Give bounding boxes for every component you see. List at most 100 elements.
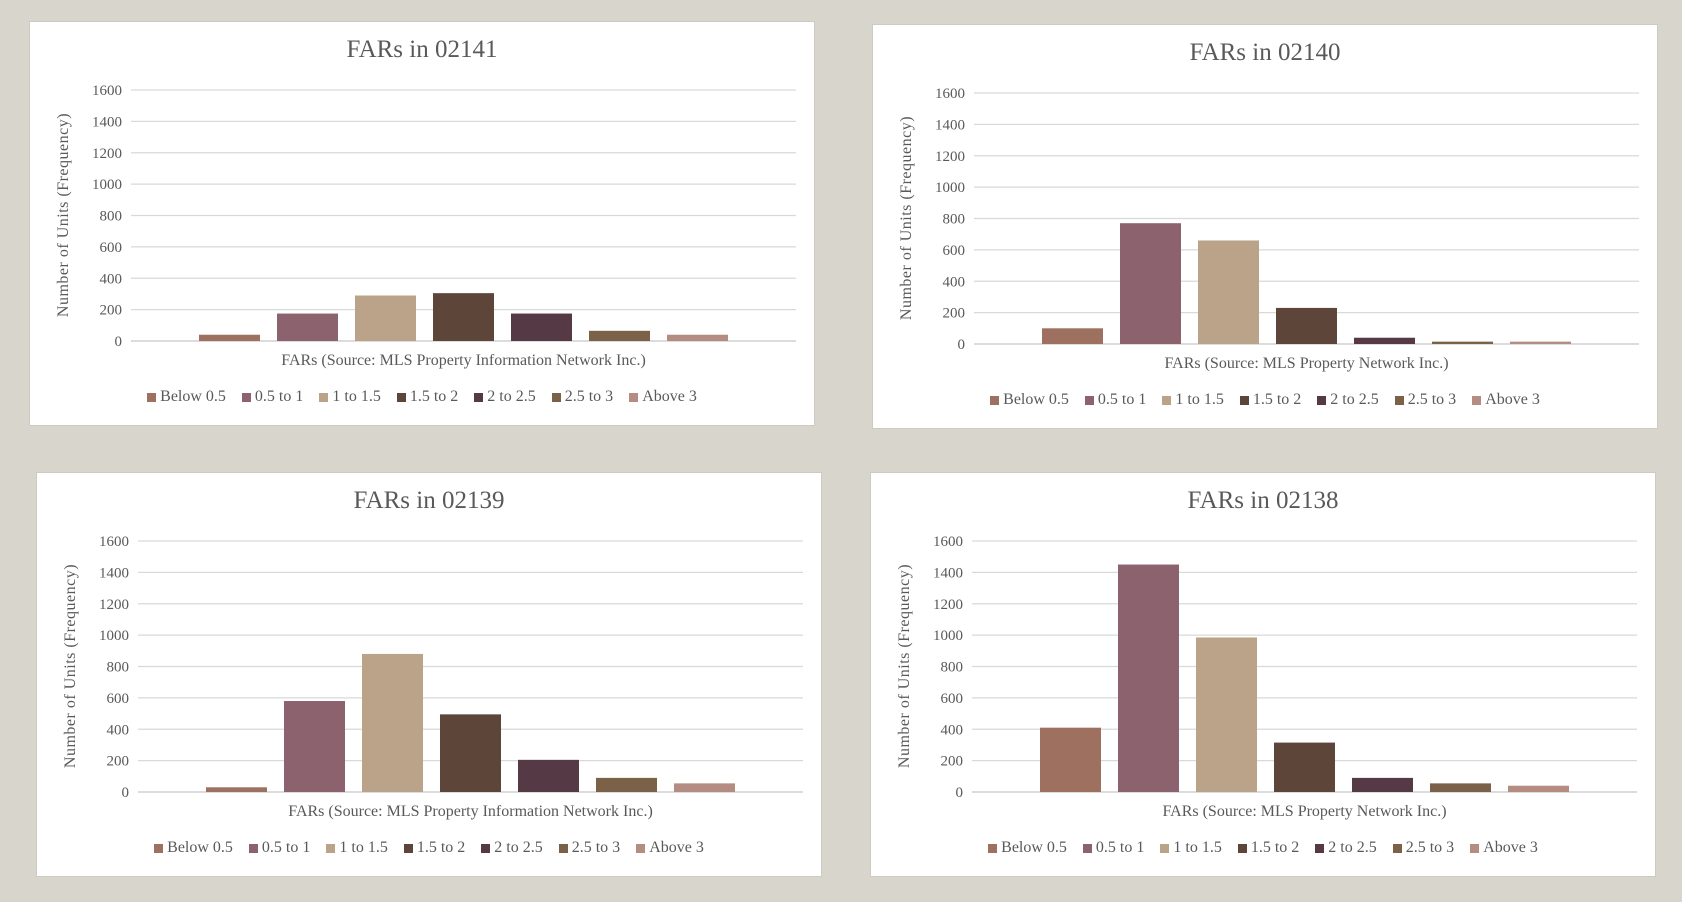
legend-item: 1 to 1.5 (319, 388, 381, 406)
legend-swatch (326, 843, 336, 853)
y-tick-label: 1200 (99, 597, 129, 613)
legend-swatch (551, 392, 561, 402)
y-tick-label: 1200 (933, 597, 963, 613)
bar-chart: 0 200 400 600 800 1000 1200 1400 1600 (935, 86, 1639, 353)
y-tick-label: 1600 (935, 86, 965, 102)
bar-below-0-5 (199, 334, 260, 341)
y-tick-label: 1000 (92, 177, 122, 193)
legend-swatch (1237, 843, 1247, 853)
legend-swatch (319, 392, 329, 402)
bar-2-5-to-3 (1432, 341, 1493, 344)
legend-swatch (1470, 843, 1480, 853)
legend-item: 0.5 to 1 (1082, 839, 1144, 857)
y-tick-label: 1400 (99, 565, 129, 581)
bar-below-0-5 (206, 787, 267, 792)
chart-title: FARs in 02138 (1187, 487, 1339, 514)
legend-label: 0.5 to 1 (261, 839, 311, 856)
legend-label: Below 0.5 (167, 839, 233, 856)
legend-swatch (154, 843, 164, 853)
legend-swatch (1082, 843, 1092, 853)
legend-label: 1.5 to 2 (1250, 839, 1300, 856)
y-tick-label: 600 (100, 240, 123, 256)
y-tick-label: 600 (943, 243, 966, 259)
bar-2-to-2-5 (511, 313, 572, 341)
chart-title: FARs in 02141 (346, 36, 498, 63)
y-tick-label: 800 (107, 660, 130, 676)
legend-item: 1 to 1.5 (1160, 839, 1222, 857)
x-axis-label: FARs (Source: MLS Property Information N… (288, 803, 653, 820)
bar-chart: 0 200 400 600 800 1000 1200 1400 1600 (933, 534, 1637, 801)
y-tick-label: 200 (100, 303, 123, 319)
y-tick-label: 800 (100, 209, 123, 225)
legend-label: 2.5 to 3 (1405, 839, 1455, 856)
bar-1-5-to-2 (440, 714, 501, 792)
legend-item: Above 3 (1472, 391, 1540, 409)
y-tick-label: 200 (107, 754, 130, 770)
bar-1-to-1-5 (1196, 637, 1257, 792)
y-tick-label: 400 (107, 722, 130, 738)
chart-title: FARs in 02140 (1189, 39, 1341, 66)
bar-2-5-to-3 (596, 777, 657, 792)
legend-label: 2.5 to 3 (564, 388, 614, 405)
legend: Below 0.5 0.5 to 1 1 to 1.5 1.5 to 2 2 to 2.… (871, 839, 1655, 857)
bar-0-5-to-1 (277, 313, 338, 341)
y-tick-label: 800 (941, 660, 964, 676)
y-tick-label: 1000 (99, 628, 129, 644)
legend-label: Below 0.5 (160, 388, 226, 405)
bar-2-to-2-5 (1354, 337, 1415, 344)
bar-below-0-5 (1040, 727, 1101, 792)
legend-swatch (241, 392, 251, 402)
legend-label: 1 to 1.5 (332, 388, 381, 405)
legend-label: 2 to 2.5 (1328, 839, 1377, 856)
legend-label: 1 to 1.5 (1175, 391, 1224, 408)
legend-label: Below 0.5 (1003, 391, 1069, 408)
chart-card-02139: FARs in 02139 FARs (Source: MLS Property … (36, 472, 822, 877)
legend-swatch (1392, 843, 1402, 853)
legend-swatch (1315, 843, 1325, 853)
y-tick-label: 200 (943, 306, 966, 322)
chart-card-02138: FARs in 02138 FARs (Source: MLS Property … (870, 472, 1656, 877)
legend-item: 1 to 1.5 (1162, 391, 1224, 409)
bar-chart: 0 200 400 600 800 1000 1200 1400 1600 (92, 83, 796, 350)
legend-swatch (1160, 843, 1170, 853)
bar-below-0-5 (1042, 328, 1103, 344)
legend-item: 2 to 2.5 (481, 839, 543, 857)
legend-item: Below 0.5 (990, 391, 1069, 409)
y-tick-label: 1000 (935, 180, 965, 196)
y-tick-label: 1600 (99, 534, 129, 550)
y-tick-label: 600 (107, 691, 130, 707)
bar-1-5-to-2 (1274, 742, 1335, 792)
bar-0-5-to-1 (1120, 223, 1181, 344)
legend-item: 1.5 to 2 (396, 388, 458, 406)
legend-label: Below 0.5 (1001, 839, 1067, 856)
legend-swatch (988, 843, 998, 853)
legend-item: 1.5 to 2 (403, 839, 465, 857)
legend-item: 2.5 to 3 (1392, 839, 1455, 857)
legend-label: Above 3 (642, 388, 697, 405)
legend-item: 1.5 to 2 (1237, 839, 1300, 857)
chart-title: FARs in 02139 (353, 487, 505, 514)
bar-2-to-2-5 (1352, 777, 1413, 792)
y-tick-label: 1600 (933, 534, 963, 550)
y-tick-label: 1400 (92, 114, 122, 130)
legend: Below 0.5 0.5 to 1 1 to 1.5 1.5 to 2 2 to 2.… (30, 388, 814, 406)
y-tick-label: 1000 (933, 628, 963, 644)
legend-swatch (474, 392, 484, 402)
bar-chart: 0 200 400 600 800 1000 1200 1400 1600 (99, 534, 803, 801)
legend-swatch (1084, 395, 1094, 405)
y-tick-label: 800 (943, 212, 966, 228)
y-tick-label: 0 (122, 785, 130, 801)
legend-label: Above 3 (1485, 391, 1540, 408)
legend-item: 1 to 1.5 (326, 839, 388, 857)
legend-swatch (629, 392, 639, 402)
legend-label: 1 to 1.5 (339, 839, 388, 856)
legend-item: 2.5 to 3 (558, 839, 621, 857)
legend-item: Above 3 (636, 839, 704, 857)
legend-label: 0.5 to 1 (1097, 391, 1147, 408)
legend-label: 2.5 to 3 (571, 839, 621, 856)
bar-1-5-to-2 (1276, 307, 1337, 344)
bar-2-5-to-3 (1430, 783, 1491, 792)
bar-1-to-1-5 (1198, 240, 1259, 344)
bar-2-5-to-3 (589, 330, 650, 341)
legend-swatch (396, 392, 406, 402)
